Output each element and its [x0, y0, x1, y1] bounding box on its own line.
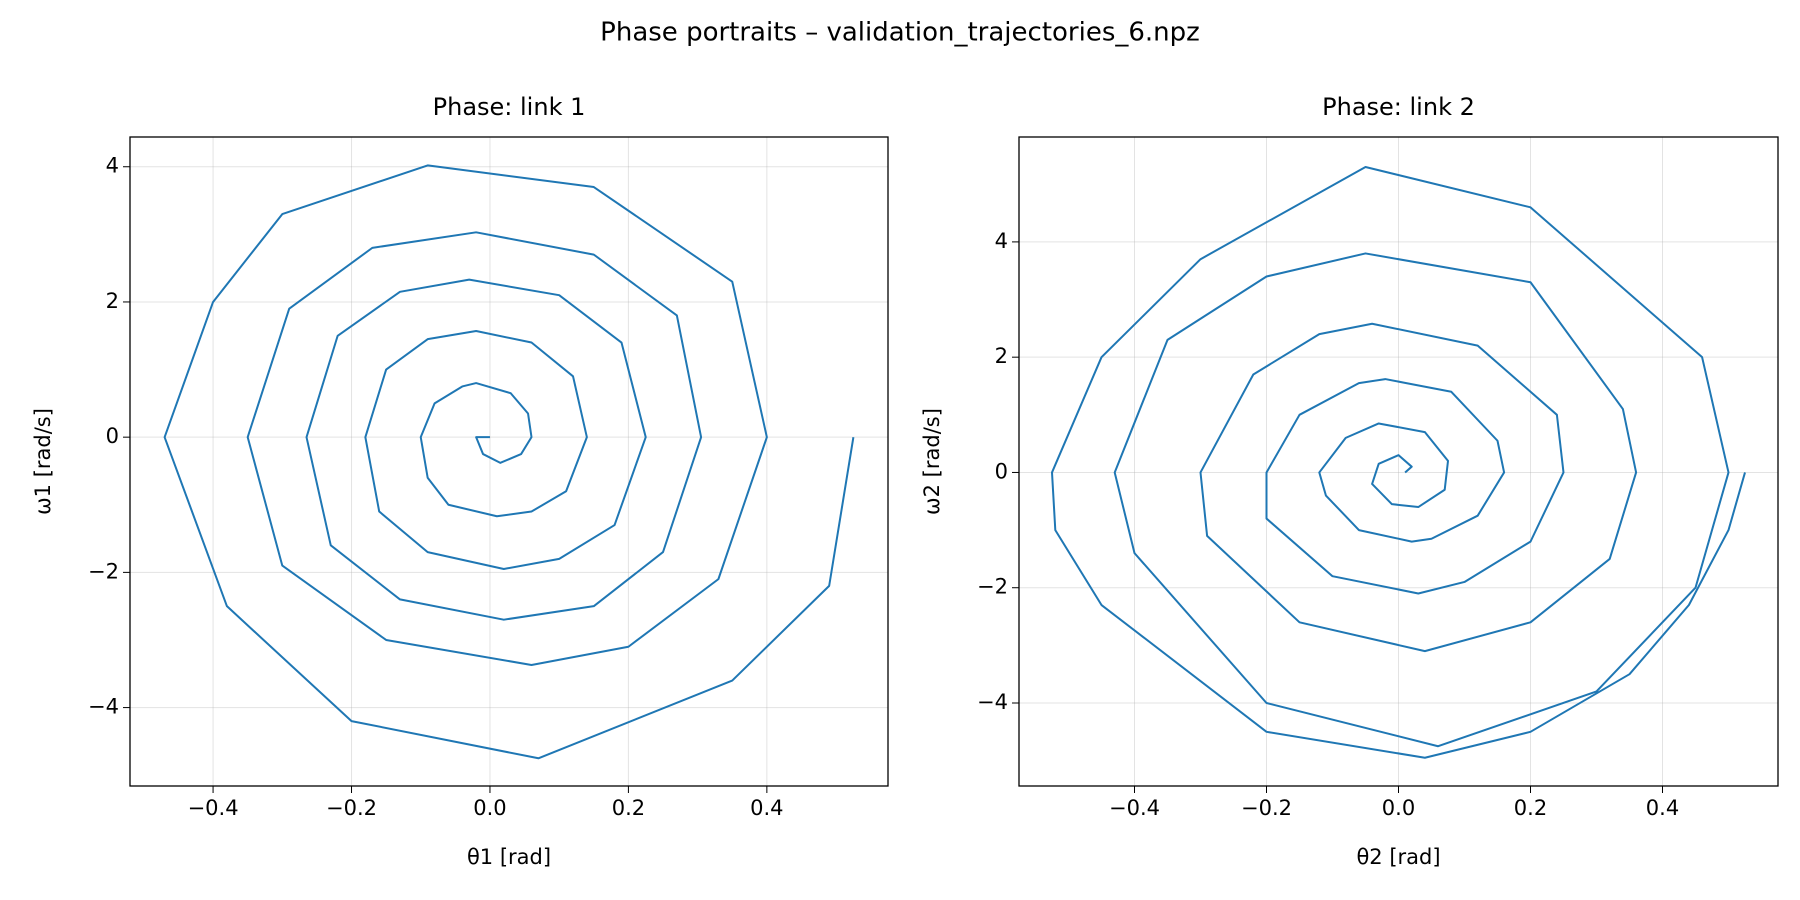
x-axis-label: θ1 [rad] [467, 845, 551, 869]
y-tick-label: −4 [88, 695, 119, 719]
y-tick-label: 0 [995, 459, 1008, 483]
x-tick-label: −0.4 [1109, 796, 1160, 820]
axes-frame [129, 136, 889, 787]
x-tick-label: 0.4 [750, 796, 783, 820]
y-tick-label: 2 [995, 344, 1008, 368]
y-tick-label: −2 [88, 559, 119, 583]
y-axis-label: ω2 [rad/s] [920, 408, 944, 515]
y-axis-label: ω1 [rad/s] [31, 408, 55, 515]
x-tick-label: 0.2 [612, 796, 645, 820]
x-tick-label: 0.0 [1382, 796, 1415, 820]
x-tick-label: 0.4 [1646, 796, 1679, 820]
subplot-title: Phase: link 2 [1322, 93, 1475, 121]
y-tick-label: 4 [106, 154, 119, 178]
y-tick-label: −4 [977, 690, 1008, 714]
axes-frame [1018, 136, 1779, 787]
x-tick-label: 0.2 [1514, 796, 1547, 820]
x-tick-label: −0.4 [188, 796, 239, 820]
figure-title: Phase portraits – validation_trajectorie… [600, 18, 1200, 48]
y-tick-label: −2 [977, 575, 1008, 599]
x-tick-label: 0.0 [473, 796, 506, 820]
x-tick-label: −0.2 [1241, 796, 1292, 820]
trajectory-line [1051, 165, 1746, 759]
subplot-title: Phase: link 1 [433, 93, 586, 121]
trajectory-line [163, 164, 855, 760]
y-tick-label: 4 [995, 229, 1008, 253]
y-tick-label: 2 [106, 289, 119, 313]
y-tick-label: 0 [106, 424, 119, 448]
x-axis-label: θ2 [rad] [1356, 845, 1440, 869]
x-tick-label: −0.2 [326, 796, 377, 820]
